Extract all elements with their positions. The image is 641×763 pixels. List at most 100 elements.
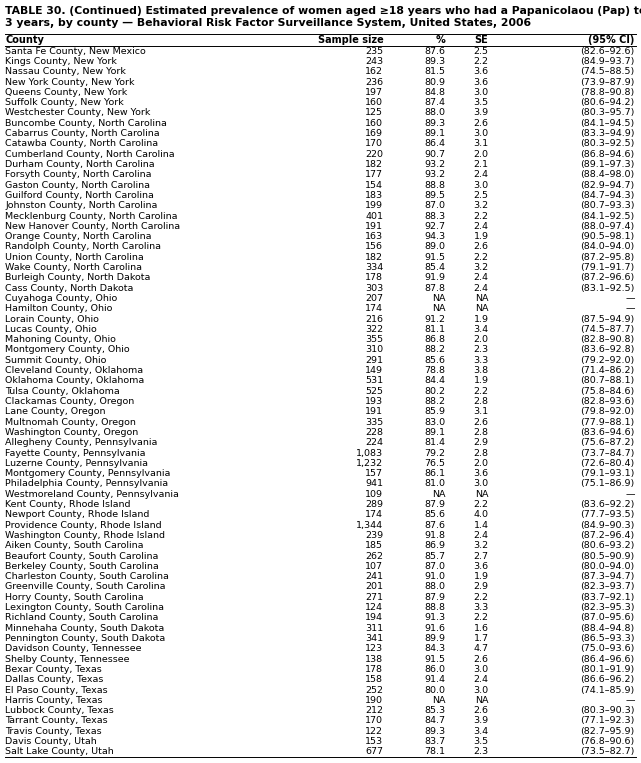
Text: 88.8: 88.8 [424, 181, 445, 190]
Text: (83.1–92.5): (83.1–92.5) [580, 284, 635, 293]
Text: —: — [625, 304, 635, 314]
Text: 2.2: 2.2 [474, 211, 488, 221]
Text: 91.4: 91.4 [424, 675, 445, 684]
Text: (75.0–93.6): (75.0–93.6) [580, 644, 635, 653]
Text: Oklahoma County, Oklahoma: Oklahoma County, Oklahoma [5, 376, 144, 385]
Text: Greenville County, South Carolina: Greenville County, South Carolina [5, 582, 165, 591]
Text: (88.4–94.8): (88.4–94.8) [580, 623, 635, 633]
Text: 3.0: 3.0 [473, 88, 488, 97]
Text: 89.3: 89.3 [424, 57, 445, 66]
Text: (95% CI): (95% CI) [588, 35, 635, 45]
Text: 85.9: 85.9 [424, 407, 445, 417]
Text: 3.6: 3.6 [473, 562, 488, 571]
Text: County: County [5, 35, 44, 45]
Text: 123: 123 [365, 644, 383, 653]
Text: (74.5–88.5): (74.5–88.5) [580, 67, 635, 76]
Text: 174: 174 [365, 510, 383, 520]
Text: 87.6: 87.6 [424, 520, 445, 530]
Text: El Paso County, Texas: El Paso County, Texas [5, 685, 108, 694]
Text: 228: 228 [365, 428, 383, 437]
Text: 3.5: 3.5 [473, 98, 488, 107]
Text: 224: 224 [365, 438, 383, 447]
Text: 80.9: 80.9 [424, 78, 445, 86]
Text: 170: 170 [365, 716, 383, 726]
Text: 401: 401 [365, 211, 383, 221]
Text: NA: NA [432, 294, 445, 303]
Text: (88.0–97.4): (88.0–97.4) [580, 222, 635, 231]
Text: 85.3: 85.3 [424, 706, 445, 715]
Text: —: — [625, 490, 635, 499]
Text: (73.7–84.7): (73.7–84.7) [580, 449, 635, 458]
Text: 185: 185 [365, 541, 383, 550]
Text: Multnomah County, Oregon: Multnomah County, Oregon [5, 417, 136, 427]
Text: 289: 289 [365, 500, 383, 509]
Text: 125: 125 [365, 108, 383, 118]
Text: Berkeley County, South Carolina: Berkeley County, South Carolina [5, 562, 159, 571]
Text: 78.1: 78.1 [424, 747, 445, 756]
Text: (80.6–93.2): (80.6–93.2) [580, 541, 635, 550]
Text: Kings County, New York: Kings County, New York [5, 57, 117, 66]
Text: Cumberland County, North Carolina: Cumberland County, North Carolina [5, 150, 175, 159]
Text: 91.5: 91.5 [424, 253, 445, 262]
Text: New Hanover County, North Carolina: New Hanover County, North Carolina [5, 222, 180, 231]
Text: 2.4: 2.4 [474, 531, 488, 540]
Text: 1,344: 1,344 [356, 520, 383, 530]
Text: Wake County, North Carolina: Wake County, North Carolina [5, 263, 142, 272]
Text: 1,083: 1,083 [356, 449, 383, 458]
Text: 91.2: 91.2 [424, 314, 445, 324]
Text: 88.0: 88.0 [424, 108, 445, 118]
Text: Burleigh County, North Dakota: Burleigh County, North Dakota [5, 273, 151, 282]
Text: (84.9–90.3): (84.9–90.3) [580, 520, 635, 530]
Text: 89.0: 89.0 [424, 243, 445, 252]
Text: 2.4: 2.4 [474, 170, 488, 179]
Text: (75.1–86.9): (75.1–86.9) [580, 479, 635, 488]
Text: 91.6: 91.6 [424, 623, 445, 633]
Text: 2.5: 2.5 [474, 47, 488, 56]
Text: 191: 191 [365, 407, 383, 417]
Text: 3.4: 3.4 [473, 325, 488, 334]
Text: 88.8: 88.8 [424, 603, 445, 612]
Text: 2.3: 2.3 [473, 747, 488, 756]
Text: Union County, North Carolina: Union County, North Carolina [5, 253, 144, 262]
Text: Orange County, North Carolina: Orange County, North Carolina [5, 232, 152, 241]
Text: (87.5–94.9): (87.5–94.9) [580, 314, 635, 324]
Text: Johnston County, North Carolina: Johnston County, North Carolina [5, 201, 158, 211]
Text: Minnehaha County, South Dakota: Minnehaha County, South Dakota [5, 623, 164, 633]
Text: Providence County, Rhode Island: Providence County, Rhode Island [5, 520, 162, 530]
Text: (83.6–92.2): (83.6–92.2) [580, 500, 635, 509]
Text: (82.3–95.3): (82.3–95.3) [580, 603, 635, 612]
Text: NA: NA [475, 696, 488, 705]
Text: 1.9: 1.9 [474, 314, 488, 324]
Text: Guilford County, North Carolina: Guilford County, North Carolina [5, 191, 154, 200]
Text: 262: 262 [365, 552, 383, 561]
Text: (71.4–86.2): (71.4–86.2) [580, 366, 635, 375]
Text: (87.0–95.6): (87.0–95.6) [580, 613, 635, 623]
Text: 93.2: 93.2 [424, 170, 445, 179]
Text: 86.8: 86.8 [424, 335, 445, 344]
Text: 163: 163 [365, 232, 383, 241]
Text: 207: 207 [365, 294, 383, 303]
Text: 170: 170 [365, 140, 383, 148]
Text: 91.9: 91.9 [424, 273, 445, 282]
Text: Cuyahoga County, Ohio: Cuyahoga County, Ohio [5, 294, 117, 303]
Text: 2.3: 2.3 [473, 346, 488, 355]
Text: —: — [625, 294, 635, 303]
Text: 158: 158 [365, 675, 383, 684]
Text: Travis County, Texas: Travis County, Texas [5, 726, 102, 736]
Text: 3.1: 3.1 [473, 407, 488, 417]
Text: 3.0: 3.0 [473, 685, 488, 694]
Text: 216: 216 [365, 314, 383, 324]
Text: (80.7–88.1): (80.7–88.1) [580, 376, 635, 385]
Text: 84.3: 84.3 [424, 644, 445, 653]
Text: (86.6–96.2): (86.6–96.2) [580, 675, 635, 684]
Text: (72.6–80.4): (72.6–80.4) [580, 459, 635, 468]
Text: Montgomery County, Pennsylvania: Montgomery County, Pennsylvania [5, 469, 171, 478]
Text: Randolph County, North Carolina: Randolph County, North Carolina [5, 243, 161, 252]
Text: Lexington County, South Carolina: Lexington County, South Carolina [5, 603, 164, 612]
Text: 4.7: 4.7 [474, 644, 488, 653]
Text: Bexar County, Texas: Bexar County, Texas [5, 665, 102, 674]
Text: 154: 154 [365, 181, 383, 190]
Text: 3.1: 3.1 [473, 140, 488, 148]
Text: 191: 191 [365, 222, 383, 231]
Text: (90.5–98.1): (90.5–98.1) [580, 232, 635, 241]
